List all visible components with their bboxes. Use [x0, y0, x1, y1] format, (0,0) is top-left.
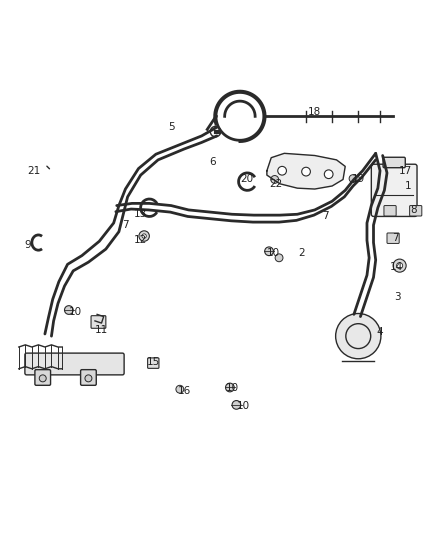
Text: 7: 7 [322, 212, 329, 221]
Circle shape [139, 231, 149, 241]
FancyBboxPatch shape [387, 233, 399, 244]
FancyBboxPatch shape [384, 206, 396, 216]
FancyBboxPatch shape [81, 370, 96, 385]
FancyBboxPatch shape [91, 316, 106, 328]
Text: 4: 4 [377, 327, 383, 337]
Text: 11: 11 [95, 325, 108, 335]
Circle shape [336, 313, 381, 359]
Circle shape [142, 234, 146, 238]
FancyBboxPatch shape [25, 353, 124, 375]
Circle shape [271, 175, 279, 183]
Text: 8: 8 [411, 205, 417, 215]
Text: 10: 10 [226, 383, 239, 393]
Circle shape [324, 170, 333, 179]
FancyBboxPatch shape [35, 370, 50, 385]
FancyBboxPatch shape [383, 157, 405, 168]
Circle shape [396, 263, 403, 269]
Circle shape [39, 375, 46, 382]
Text: 22: 22 [269, 179, 282, 189]
Text: 15: 15 [147, 357, 160, 367]
Text: 7: 7 [392, 233, 399, 243]
Circle shape [265, 247, 273, 256]
Text: 17: 17 [399, 166, 412, 176]
Circle shape [232, 400, 241, 409]
Circle shape [393, 259, 406, 272]
Text: 18: 18 [308, 107, 321, 117]
Circle shape [85, 375, 92, 382]
Polygon shape [267, 154, 345, 189]
Text: 20: 20 [241, 174, 254, 184]
Text: 13: 13 [134, 209, 147, 219]
Text: 7: 7 [122, 220, 129, 230]
Text: 14: 14 [390, 262, 403, 271]
Text: 3: 3 [394, 292, 401, 302]
Text: 1: 1 [405, 181, 412, 191]
Text: 9: 9 [24, 240, 31, 250]
FancyBboxPatch shape [371, 164, 417, 216]
Text: 10: 10 [267, 248, 280, 259]
Circle shape [275, 254, 283, 262]
Circle shape [226, 383, 234, 392]
Text: 6: 6 [209, 157, 216, 167]
FancyBboxPatch shape [148, 358, 159, 368]
Text: 21: 21 [28, 166, 41, 176]
Text: 2: 2 [298, 248, 305, 259]
Text: 19: 19 [352, 174, 365, 184]
Circle shape [349, 175, 357, 182]
Circle shape [278, 166, 286, 175]
Text: 10: 10 [69, 307, 82, 317]
Text: 12: 12 [134, 236, 147, 245]
Circle shape [302, 167, 311, 176]
FancyBboxPatch shape [410, 206, 422, 216]
Circle shape [64, 305, 73, 314]
Circle shape [176, 385, 184, 393]
Text: 10: 10 [237, 401, 250, 411]
Text: 5: 5 [168, 122, 174, 132]
Text: 16: 16 [177, 385, 191, 395]
